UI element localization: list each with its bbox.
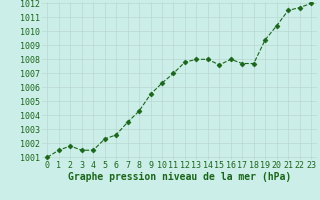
X-axis label: Graphe pression niveau de la mer (hPa): Graphe pression niveau de la mer (hPa) [68,172,291,182]
